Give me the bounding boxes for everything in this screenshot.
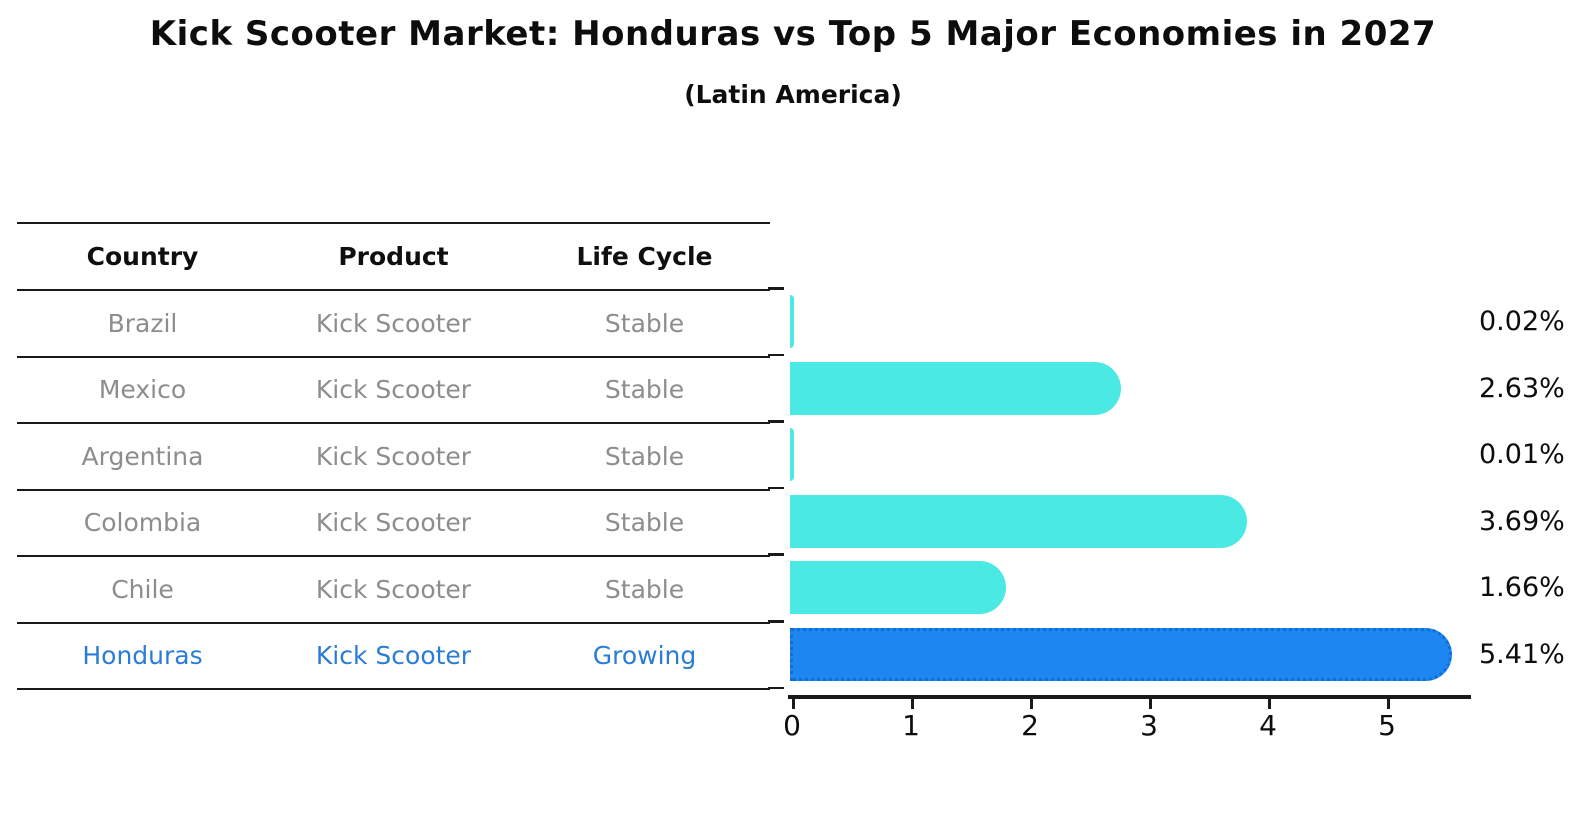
value-label-argentina: 0.01% xyxy=(1479,439,1565,471)
x-axis-tick xyxy=(1268,698,1271,709)
table-row-honduras: Honduras Kick Scooter Growing xyxy=(17,624,770,690)
x-axis-tick-label: 3 xyxy=(1140,709,1158,742)
value-label-chile: 1.66% xyxy=(1479,572,1565,604)
bar-band xyxy=(790,288,1490,355)
value-label-mexico: 2.63% xyxy=(1479,372,1565,404)
x-axis-tick-label: 4 xyxy=(1259,709,1277,742)
cell-country: Mexico xyxy=(98,375,187,405)
bar-mexico[interactable] xyxy=(790,361,1121,415)
cell-life-cycle: Stable xyxy=(604,508,685,538)
chart-title: Kick Scooter Market: Honduras vs Top 5 M… xyxy=(149,14,1437,54)
bar-colombia[interactable] xyxy=(790,494,1248,548)
bar-chile[interactable] xyxy=(790,561,1006,615)
bar-argentina[interactable] xyxy=(790,428,794,482)
bar-band xyxy=(790,554,1490,621)
x-axis-line xyxy=(788,695,1471,699)
cell-product: Kick Scooter xyxy=(315,508,472,538)
chart-subtitle: (Latin America) xyxy=(684,80,902,109)
column-header-life-cycle: Life Cycle xyxy=(576,242,713,271)
x-axis-tick-label: 0 xyxy=(783,709,801,742)
x-axis-tick-label: 1 xyxy=(902,709,920,742)
cell-life-cycle: Stable xyxy=(604,375,685,405)
table-row-argentina: Argentina Kick Scooter Stable xyxy=(17,424,770,491)
cell-country: Colombia xyxy=(83,508,202,538)
y-axis-tick xyxy=(768,287,784,290)
cell-product: Kick Scooter xyxy=(315,375,472,405)
table-row-colombia: Colombia Kick Scooter Stable xyxy=(17,491,770,557)
cell-country: Argentina xyxy=(81,441,204,471)
bar-brazil[interactable] xyxy=(790,295,794,348)
value-label-honduras: 5.41% xyxy=(1479,639,1565,670)
cell-country: Chile xyxy=(111,574,174,604)
cell-product: Kick Scooter xyxy=(315,641,472,671)
x-axis-tick xyxy=(792,698,795,709)
bar-band xyxy=(790,421,1490,488)
cell-product: Kick Scooter xyxy=(315,308,472,338)
table-header-row: Country Product Life Cycle xyxy=(17,224,770,291)
table-row-mexico: Mexico Kick Scooter Stable xyxy=(17,358,770,424)
cell-life-cycle: Stable xyxy=(604,308,685,338)
y-axis-tick xyxy=(768,353,784,357)
x-axis-tick-label: 2 xyxy=(1021,709,1039,742)
cell-life-cycle: Stable xyxy=(604,441,685,471)
bar-band xyxy=(790,355,1490,422)
column-header-country: Country xyxy=(86,242,199,271)
y-axis-tick xyxy=(768,553,784,556)
y-axis-tick xyxy=(768,686,784,690)
table-row-chile: Chile Kick Scooter Stable xyxy=(17,557,770,624)
cell-country: Brazil xyxy=(107,308,178,338)
value-label-brazil: 0.02% xyxy=(1479,306,1565,337)
bar-band xyxy=(790,621,1490,688)
y-axis-tick xyxy=(768,486,784,490)
cell-product: Kick Scooter xyxy=(315,574,472,604)
country-table: Country Product Life Cycle Brazil Kick Sc… xyxy=(17,222,770,690)
column-header-product: Product xyxy=(338,242,449,271)
x-axis-tick xyxy=(1149,698,1152,709)
cell-life-cycle: Growing xyxy=(592,641,697,671)
x-axis-tick xyxy=(1030,698,1033,709)
bar-honduras[interactable] xyxy=(790,628,1452,681)
value-label-colombia: 3.69% xyxy=(1479,505,1565,537)
cell-life-cycle: Stable xyxy=(604,574,685,604)
table-body: Brazil Kick Scooter Stable Mexico Kick Scoot… xyxy=(17,291,770,690)
bar-band xyxy=(790,488,1490,555)
table-row-brazil: Brazil Kick Scooter Stable xyxy=(17,291,770,358)
x-axis-tick xyxy=(911,698,914,709)
cell-product: Kick Scooter xyxy=(315,441,472,471)
y-axis-tick xyxy=(768,420,784,423)
x-axis-tick-label: 5 xyxy=(1378,709,1396,742)
cell-country: Honduras xyxy=(82,641,203,671)
y-axis-tick xyxy=(768,620,784,623)
x-axis-tick xyxy=(1387,698,1390,709)
